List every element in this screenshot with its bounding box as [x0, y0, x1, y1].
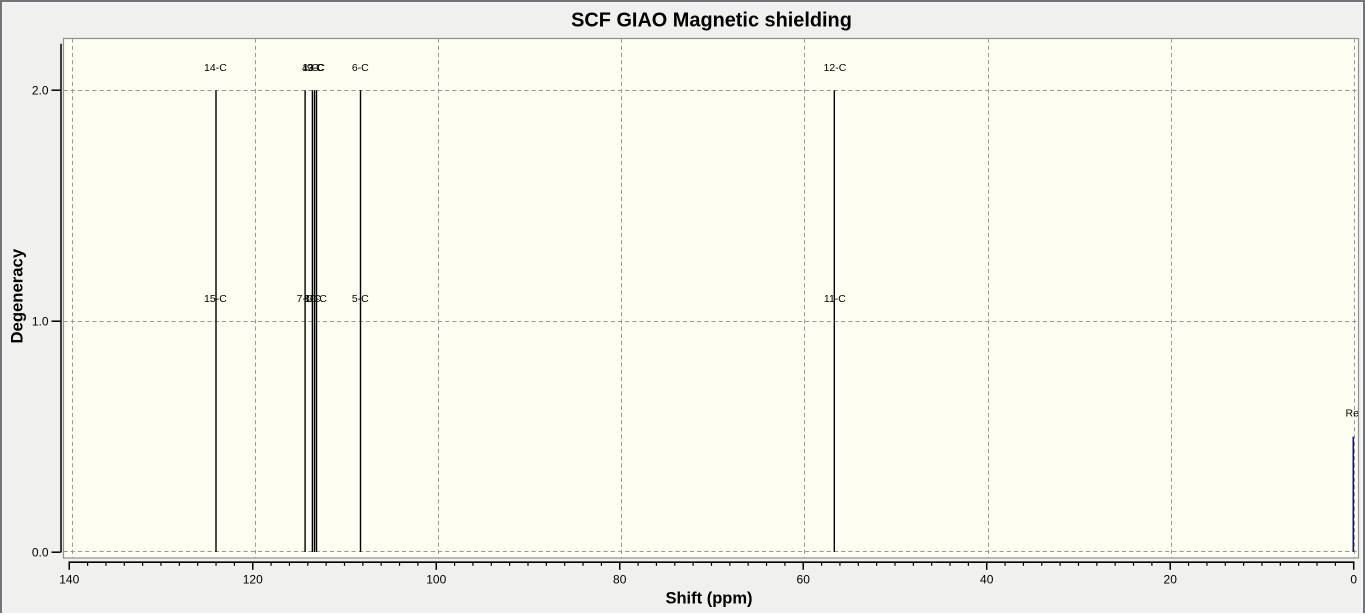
svg-text:15-C: 15-C — [204, 293, 227, 305]
svg-text:60: 60 — [797, 572, 811, 586]
svg-text:10-C: 10-C — [304, 293, 327, 305]
svg-text:11-C: 11-C — [824, 293, 846, 305]
svg-text:80: 80 — [613, 572, 627, 586]
svg-text:Degeneracy: Degeneracy — [7, 248, 26, 343]
svg-text:Ref: Ref — [1346, 408, 1362, 420]
svg-text:1.0: 1.0 — [32, 315, 49, 329]
svg-text:14-C: 14-C — [204, 62, 227, 74]
svg-text:8-C: 8-C — [304, 293, 321, 305]
svg-text:SCF GIAO Magnetic shielding: SCF GIAO Magnetic shielding — [571, 10, 852, 32]
svg-text:2.0: 2.0 — [32, 84, 49, 98]
svg-text:7-C: 7-C — [297, 293, 314, 305]
svg-text:140: 140 — [59, 572, 79, 586]
svg-text:20: 20 — [1164, 572, 1178, 586]
svg-text:12-C: 12-C — [824, 62, 847, 74]
svg-text:5-C: 5-C — [352, 293, 369, 305]
svg-text:0: 0 — [1350, 572, 1357, 586]
svg-text:6-C: 6-C — [352, 62, 369, 74]
svg-text:120: 120 — [243, 572, 263, 586]
svg-text:Shift (ppm): Shift (ppm) — [665, 590, 752, 608]
svg-text:13-C: 13-C — [302, 62, 325, 74]
svg-text:100: 100 — [426, 572, 446, 586]
svg-text:9-C: 9-C — [307, 62, 324, 74]
svg-text:0.0: 0.0 — [32, 546, 49, 560]
svg-text:4-C: 4-C — [302, 62, 319, 74]
svg-text:40: 40 — [980, 572, 994, 586]
